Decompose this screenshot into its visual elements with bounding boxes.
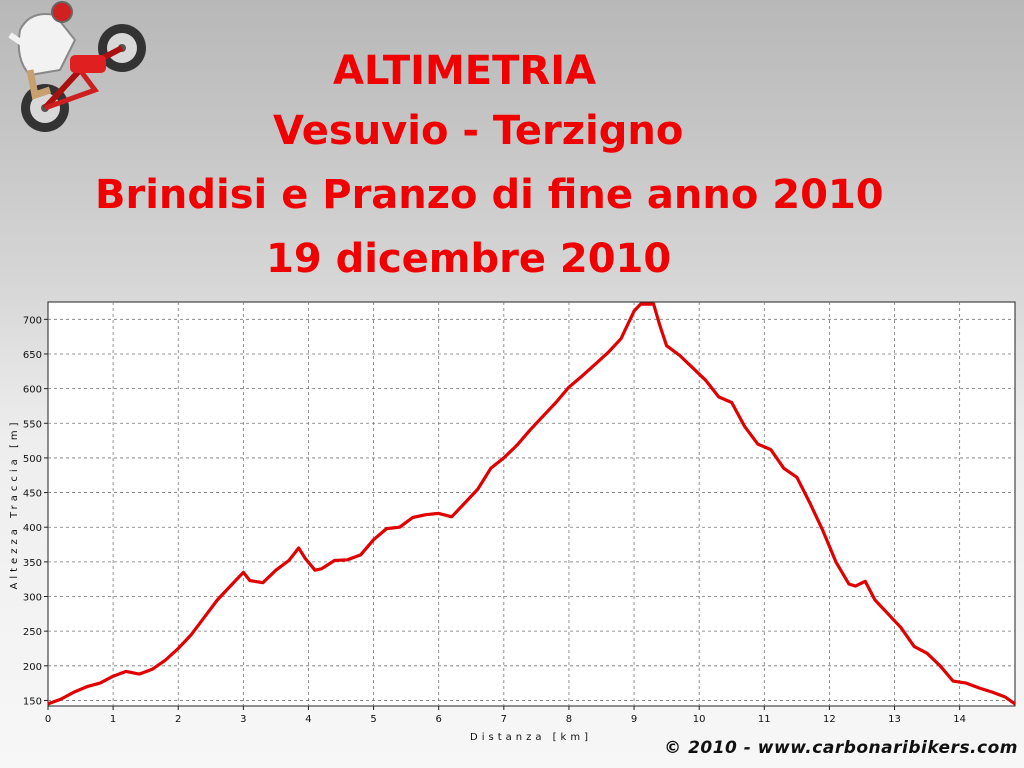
x-tick-label: 9 [631, 714, 637, 725]
x-tick-label: 13 [888, 714, 901, 725]
title-altimetria: ALTIMETRIA [333, 48, 597, 94]
altitude-profile-line [47, 302, 1016, 706]
x-tick-label: 2 [175, 714, 181, 725]
y-axis-label: Altezza Traccia [m] [9, 419, 20, 590]
y-tick-label: 350 [23, 558, 42, 569]
x-axis-ticks: 0 1 2 3 4 5 6 7 8 9 10 11 12 13 14 [45, 706, 966, 725]
y-tick-label: 550 [23, 419, 42, 430]
title-route: Vesuvio - Terzigno [273, 108, 684, 154]
x-tick-label: 4 [305, 714, 311, 725]
y-tick-label: 600 [23, 385, 42, 396]
y-tick-label: 650 [23, 350, 42, 361]
y-tick-label: 500 [23, 454, 42, 465]
y-tick-label: 200 [23, 662, 42, 673]
x-tick-label: 3 [240, 714, 246, 725]
y-axis-ticks: 150 200 250 300 350 400 450 500 550 600 650 700 [23, 315, 48, 707]
y-tick-label: 150 [23, 696, 42, 707]
grid [48, 302, 1015, 706]
x-tick-label: 12 [823, 714, 836, 725]
x-tick-label: 0 [45, 714, 51, 725]
copyright-footer: © 2010 - www.carbonaribikers.com [664, 738, 1018, 758]
y-tick-label: 400 [23, 523, 42, 534]
x-tick-label: 5 [370, 714, 376, 725]
title-event: Brindisi e Pranzo di fine anno 2010 [95, 172, 884, 218]
x-tick-label: 11 [758, 714, 771, 725]
x-tick-label: 6 [436, 714, 442, 725]
x-tick-label: 14 [953, 714, 966, 725]
title-date: 19 dicembre 2010 [266, 236, 672, 282]
y-tick-label: 250 [23, 627, 42, 638]
y-tick-label: 700 [23, 315, 42, 326]
x-tick-label: 10 [693, 714, 706, 725]
x-tick-label: 1 [110, 714, 116, 725]
y-tick-label: 300 [23, 593, 42, 604]
y-tick-label: 450 [23, 489, 42, 500]
motorcycle-rider-icon [8, 1, 146, 132]
x-tick-label: 7 [501, 714, 507, 725]
x-axis-label: Distanza [km] [470, 732, 592, 743]
plot-area [47, 301, 1016, 707]
x-tick-label: 8 [566, 714, 572, 725]
